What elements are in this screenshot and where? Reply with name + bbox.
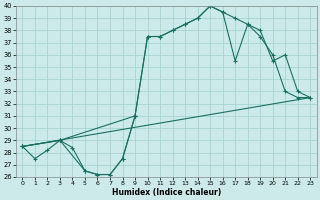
X-axis label: Humidex (Indice chaleur): Humidex (Indice chaleur): [112, 188, 221, 197]
